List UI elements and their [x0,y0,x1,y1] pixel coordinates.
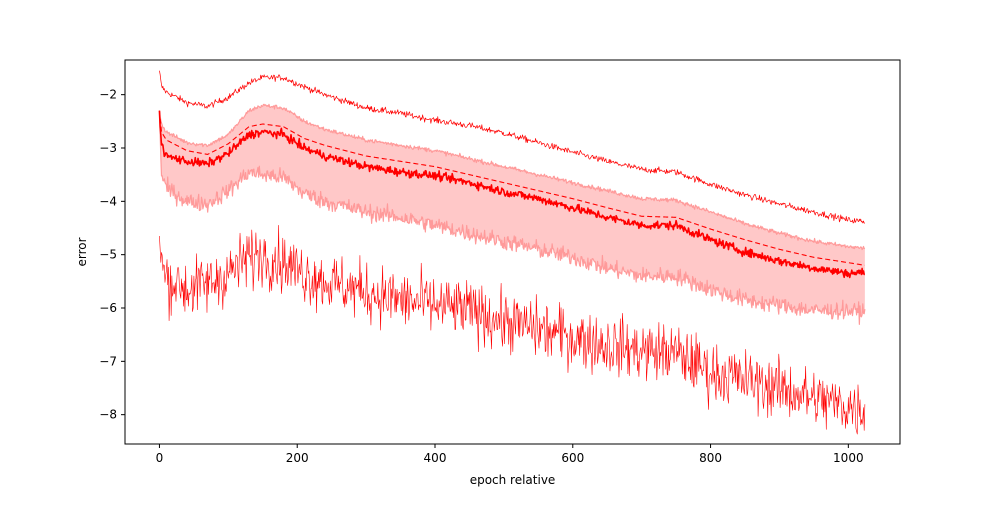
x-tick-label: 0 [156,451,164,465]
x-tick-label: 200 [286,451,309,465]
y-tick-label: −4 [99,194,117,208]
y-tick-label: −7 [99,354,117,368]
x-tick-label: 400 [424,451,447,465]
plot-frame [124,59,901,445]
series-line-upper-thin [159,70,865,224]
y-tick-label: −6 [99,301,117,315]
x-axis: 0 200 400 600 800 1000 [156,444,864,465]
series-line-band-lower [158,110,866,326]
y-axis-label: error [75,237,89,266]
series-line-lower-noisy [159,224,866,435]
x-axis-label: epoch relative [470,473,556,487]
std-band [159,104,865,325]
y-tick-label: −8 [99,408,117,422]
y-tick-label: −3 [99,141,117,155]
plot-area [158,70,866,435]
y-axis: −8 −7 −6 −5 −4 −3 −2 [99,88,125,422]
y-tick-label: −2 [99,88,117,102]
series-line-mean-dashed [158,110,865,266]
series-line-band-upper [158,103,866,251]
x-tick-label: 1000 [833,451,864,465]
x-tick-label: 800 [699,451,722,465]
y-tick-label: −5 [99,248,117,262]
x-tick-label: 600 [561,451,584,465]
series-line-median-solid [158,110,865,279]
